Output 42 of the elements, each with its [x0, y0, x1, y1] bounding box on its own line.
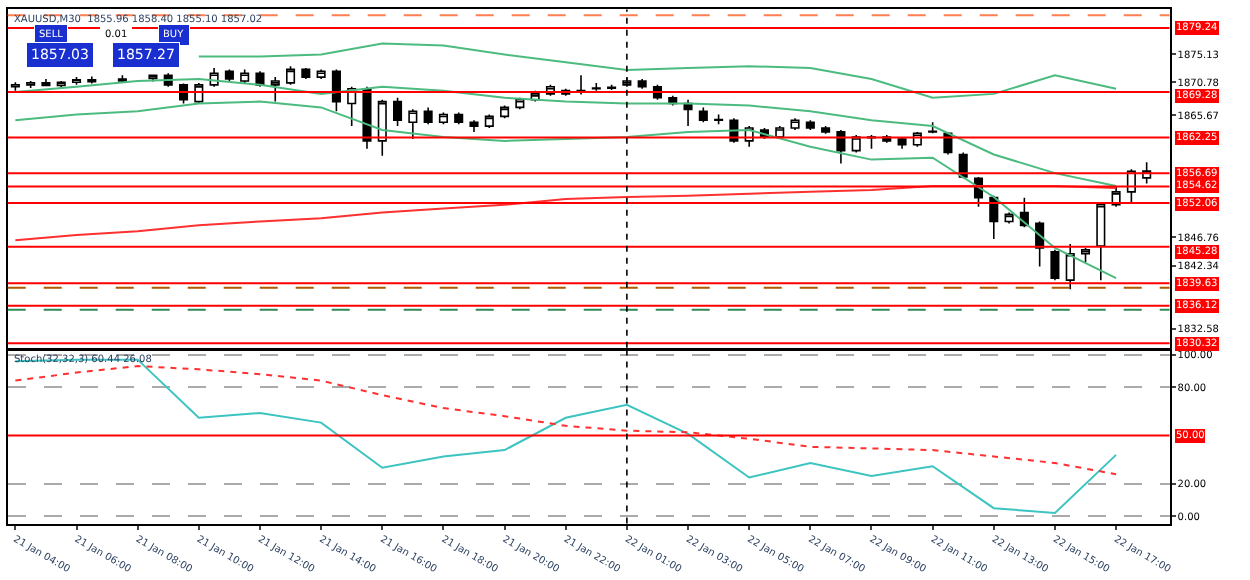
line-series [14, 185, 1118, 242]
candlestick [454, 111, 464, 125]
candlestick [836, 129, 846, 165]
candlestick [393, 96, 403, 127]
candlestick [10, 81, 20, 92]
candlestick [301, 67, 311, 80]
candlestick [698, 106, 708, 124]
candlestick [821, 125, 831, 135]
candlestick [41, 78, 51, 87]
candlestick [286, 65, 296, 86]
candlestick [438, 111, 448, 125]
candlestick [469, 119, 479, 133]
candlestick [1096, 202, 1106, 281]
candlestick [1004, 211, 1014, 225]
candlestick [790, 117, 800, 131]
candlestick [805, 119, 815, 131]
line-series [14, 365, 1118, 476]
candlestick [591, 82, 601, 92]
line-series [14, 358, 1118, 515]
candlestick [255, 70, 265, 88]
candlestick [484, 113, 494, 129]
line-series [197, 42, 1118, 99]
candlestick [408, 108, 418, 140]
candlestick [240, 68, 250, 84]
candlestick [148, 74, 158, 83]
candlestick [224, 68, 234, 82]
candlestick [1065, 243, 1075, 290]
candlestick [26, 80, 36, 89]
line-series [14, 100, 1118, 280]
candlestick [56, 80, 66, 90]
candlestick [1050, 249, 1060, 281]
candlestick [637, 78, 647, 90]
line-series [14, 78, 1118, 188]
candlestick [316, 68, 326, 80]
candlestick [87, 75, 97, 85]
candlestick [270, 76, 280, 103]
candlestick [377, 98, 387, 157]
candlestick [1080, 247, 1091, 263]
candlestick [500, 104, 510, 120]
candlestick [576, 74, 586, 96]
candlestick [423, 106, 433, 125]
candlestick [897, 136, 907, 150]
